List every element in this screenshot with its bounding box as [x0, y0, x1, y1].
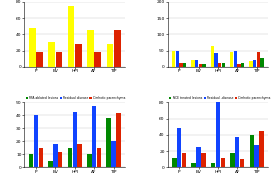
Bar — [241, 63, 244, 67]
Bar — [214, 53, 218, 67]
Bar — [29, 28, 36, 67]
Bar — [216, 102, 220, 167]
Bar — [253, 60, 256, 67]
Bar — [49, 42, 55, 67]
Bar — [48, 161, 53, 167]
Bar — [191, 163, 196, 167]
Bar — [196, 147, 201, 167]
Bar — [177, 129, 181, 167]
Bar — [95, 52, 101, 67]
Bar — [211, 163, 215, 167]
Bar — [87, 154, 92, 167]
Bar — [176, 51, 179, 67]
Bar — [259, 131, 264, 167]
Bar — [240, 159, 244, 167]
Bar — [78, 144, 82, 167]
Bar — [56, 52, 62, 67]
Bar — [260, 58, 264, 67]
Bar — [221, 158, 225, 167]
Bar — [97, 148, 101, 167]
Legend: RFA ablated lesions, Residual disease, Cirrhotic parenchyma: RFA ablated lesions, Residual disease, C… — [26, 96, 125, 100]
Bar — [218, 63, 221, 67]
Bar — [230, 153, 235, 167]
Bar — [183, 63, 186, 67]
Bar — [191, 60, 195, 67]
Legend: TaCE treated lesions, Residual -disease, Cirrhotic parenchyma: TaCE treated lesions, Residual -disease,… — [169, 96, 270, 100]
Bar — [73, 112, 77, 167]
Bar — [222, 63, 225, 67]
Bar — [39, 148, 43, 167]
Bar — [234, 51, 237, 67]
Bar — [237, 64, 241, 67]
Bar — [230, 52, 234, 67]
Bar — [254, 145, 259, 167]
Bar — [172, 51, 175, 67]
Bar — [235, 137, 240, 167]
Bar — [172, 158, 176, 167]
Bar — [92, 106, 96, 167]
Bar — [250, 61, 253, 67]
Bar — [179, 63, 183, 67]
Bar — [29, 154, 33, 167]
Bar — [34, 116, 38, 167]
Bar — [107, 44, 113, 67]
Bar — [68, 6, 75, 67]
Bar — [114, 30, 121, 67]
Bar — [250, 135, 254, 167]
Bar — [199, 64, 202, 67]
Bar — [211, 46, 214, 67]
Bar — [202, 64, 206, 67]
Bar — [75, 44, 82, 67]
Bar — [257, 52, 260, 67]
Bar — [107, 118, 111, 167]
Bar — [116, 113, 121, 167]
Bar — [68, 148, 72, 167]
Bar — [201, 153, 206, 167]
Bar — [195, 60, 198, 67]
Bar — [111, 141, 116, 167]
Bar — [58, 152, 63, 167]
Bar — [53, 144, 58, 167]
Bar — [87, 30, 94, 67]
Bar — [182, 153, 186, 167]
Bar — [36, 52, 43, 67]
